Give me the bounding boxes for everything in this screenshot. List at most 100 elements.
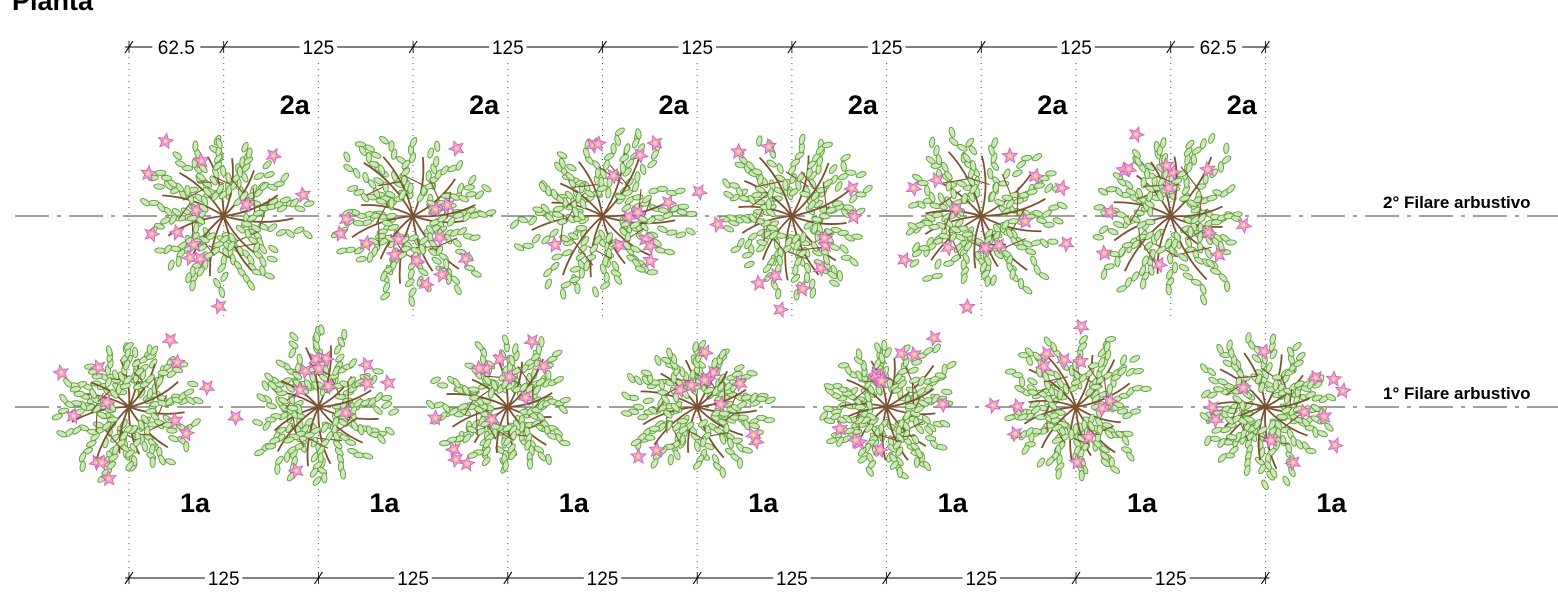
leaf: [378, 135, 389, 146]
leaf: [736, 400, 748, 409]
leaf: [343, 151, 352, 163]
flowering-shrub-icon: [425, 334, 571, 474]
leaf: [155, 248, 166, 254]
flower-center: [464, 257, 468, 261]
leaf: [848, 256, 859, 267]
flower-center: [719, 402, 723, 406]
leaf: [389, 198, 395, 209]
leaf: [674, 187, 685, 194]
leaf: [668, 454, 674, 465]
flower-center: [1134, 133, 1138, 137]
leaf: [141, 441, 148, 452]
leaf: [409, 137, 418, 149]
flower-center: [737, 150, 741, 154]
flower-center: [946, 246, 950, 250]
flower-center: [703, 378, 707, 382]
leaf: [560, 288, 567, 299]
flower-center: [1103, 251, 1107, 255]
leaf: [1295, 351, 1306, 362]
leaf: [657, 390, 668, 396]
leaf: [252, 419, 263, 427]
shrub-row-2: [139, 126, 1251, 317]
branch: [981, 156, 985, 216]
plant-tag-1a: 1a: [748, 488, 779, 518]
flowering-shrub-icon: [330, 135, 496, 307]
leaf: [284, 452, 290, 463]
flower-center: [935, 178, 939, 182]
flower-center: [738, 382, 742, 386]
flower-center: [59, 371, 63, 375]
leaf: [348, 357, 358, 368]
leaf: [845, 169, 856, 175]
flower-center: [1108, 210, 1112, 214]
plant-tag-2a: 2a: [1227, 90, 1258, 120]
leaf: [730, 245, 742, 254]
leaf: [1125, 451, 1135, 462]
flower-center: [900, 352, 904, 356]
flower-center: [1087, 435, 1091, 439]
leaf: [922, 275, 933, 283]
leaf: [914, 457, 920, 468]
flower-center: [97, 366, 101, 370]
leaf: [545, 454, 552, 465]
flower-center: [465, 462, 469, 466]
flower-center: [325, 357, 329, 361]
leaf: [632, 194, 643, 201]
leaf: [342, 329, 347, 339]
leaf: [467, 174, 477, 186]
leaf: [964, 137, 975, 148]
leaf: [175, 160, 187, 169]
leaf: [1211, 426, 1223, 434]
leaf: [1155, 245, 1167, 255]
leaf: [62, 377, 73, 388]
leaf: [52, 413, 64, 421]
leaf: [1100, 269, 1108, 280]
leaf: [1208, 376, 1220, 386]
leaf: [523, 243, 534, 249]
flower-center: [690, 384, 694, 388]
leaf: [165, 458, 177, 466]
flower-center: [1108, 399, 1112, 403]
leaf: [58, 393, 69, 404]
leaf: [1129, 354, 1141, 363]
flower-center: [637, 455, 641, 459]
leaf: [840, 153, 852, 163]
flower-center: [498, 357, 502, 361]
leaf: [657, 186, 667, 191]
leaf: [1226, 240, 1237, 246]
leaf: [154, 183, 165, 189]
flower-center: [984, 246, 988, 250]
flower-center: [1322, 415, 1326, 419]
leaf: [932, 273, 943, 280]
leaf: [453, 284, 462, 296]
leaf: [1207, 133, 1216, 145]
leaf: [320, 422, 330, 434]
flower-center: [617, 244, 621, 248]
flower-center: [553, 243, 557, 247]
leaf: [810, 241, 819, 253]
leaf: [1048, 239, 1059, 245]
flower-center: [1042, 365, 1046, 369]
leaf: [1277, 414, 1288, 420]
flower-center: [638, 153, 642, 157]
leaf: [527, 215, 538, 226]
dimension-label: 125: [871, 38, 903, 59]
leaf: [1273, 380, 1279, 391]
flower-center: [627, 215, 631, 219]
flower-center: [667, 201, 671, 205]
flower-center: [716, 223, 720, 227]
leaf: [623, 143, 631, 154]
leaf: [56, 429, 68, 438]
leaf: [253, 172, 265, 181]
flowering-shrub-icon: [52, 333, 215, 485]
leaf: [485, 209, 496, 217]
leaf: [862, 184, 873, 194]
flower-center: [175, 361, 179, 365]
leaf: [1113, 220, 1125, 228]
flower-center: [217, 304, 221, 308]
flower-center: [1158, 263, 1162, 267]
flower-center: [698, 190, 702, 194]
leaf: [1184, 139, 1195, 150]
leaf: [559, 440, 570, 447]
leaf: [264, 170, 276, 179]
